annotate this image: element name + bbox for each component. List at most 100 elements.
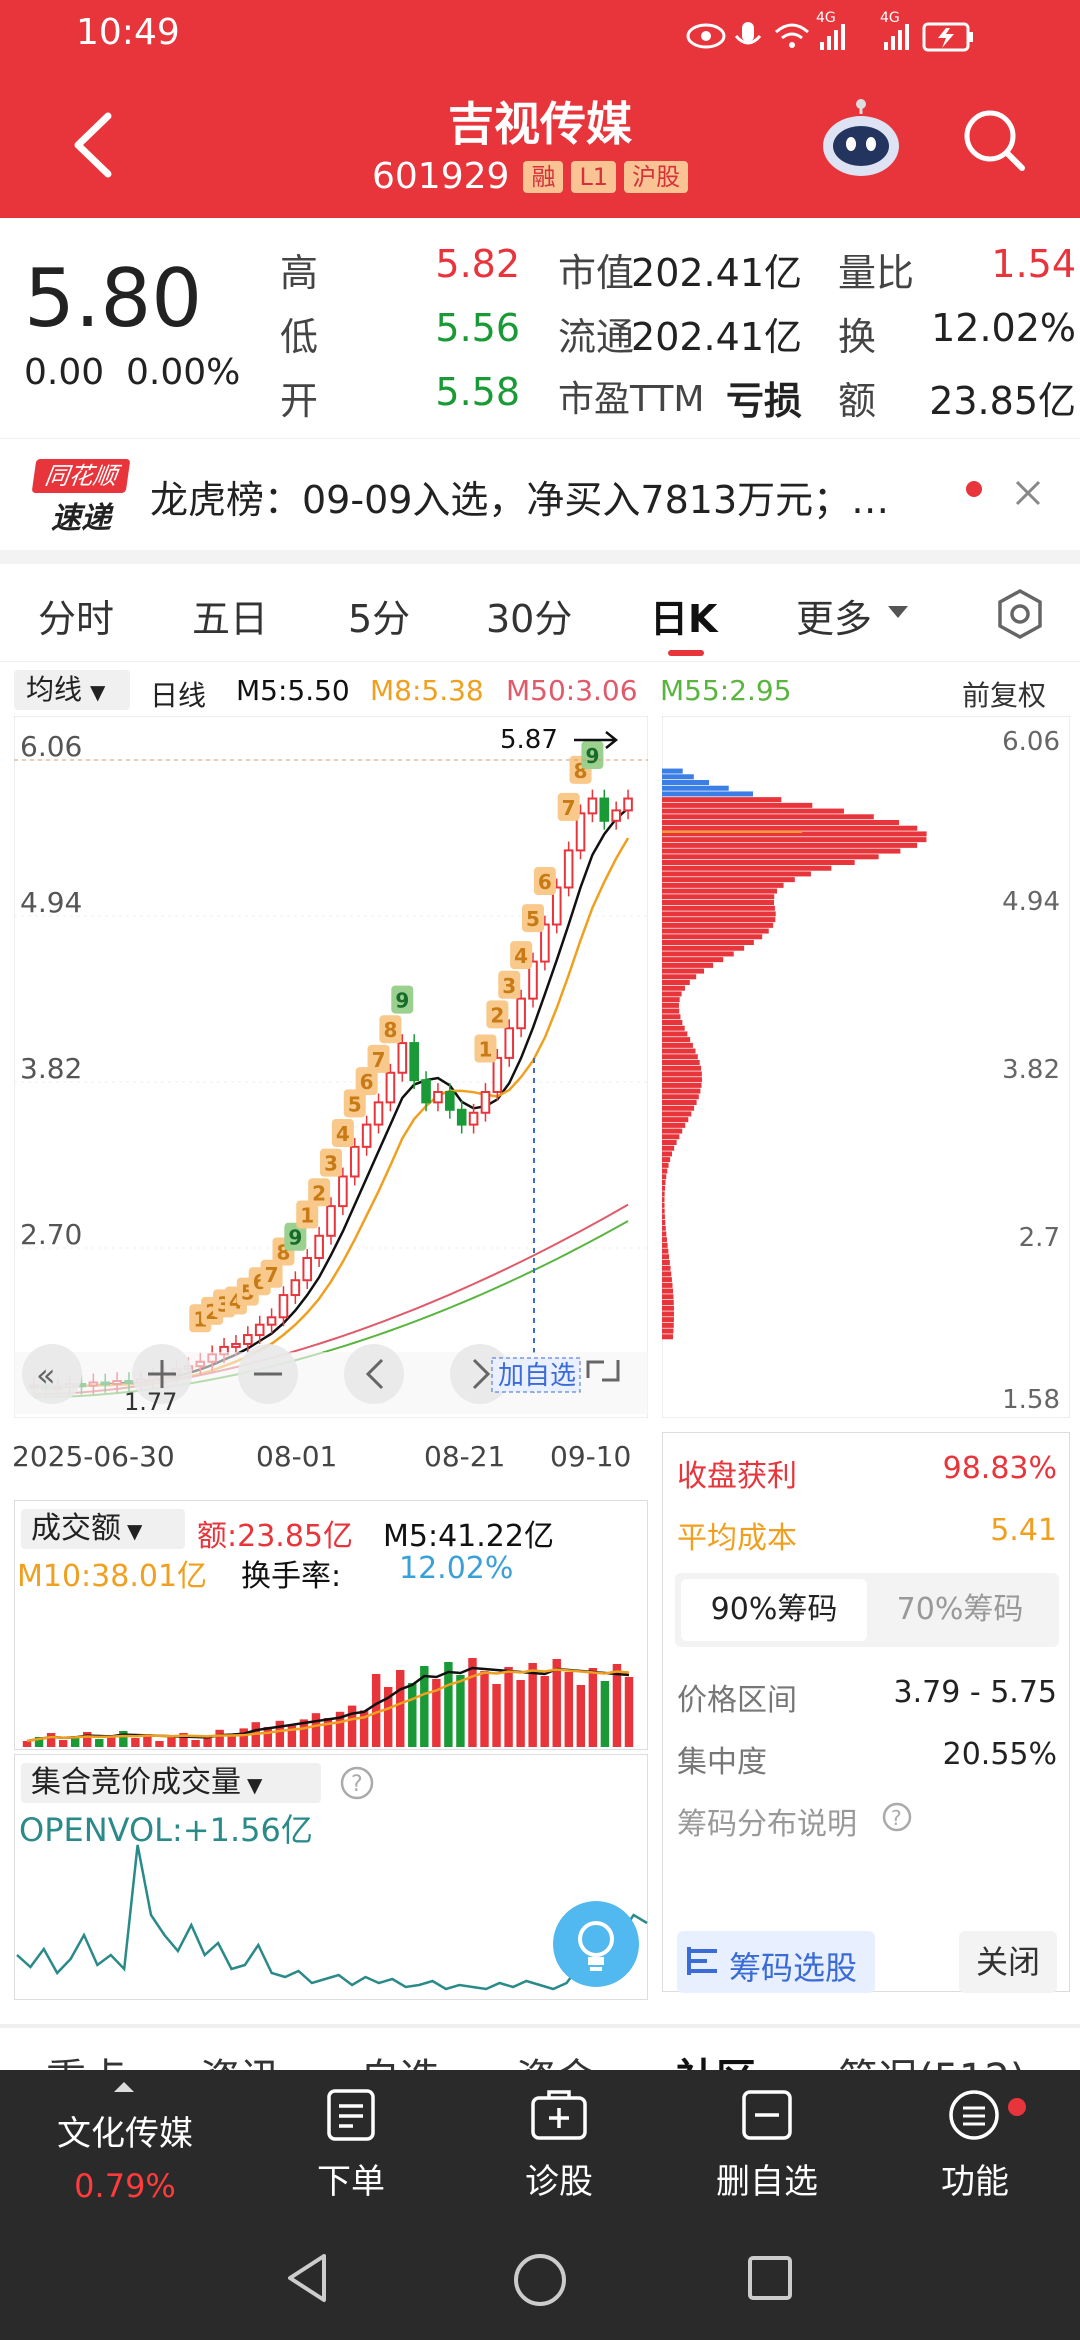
- chip-distribution-chart[interactable]: 6.06 4.94 3.82 2.7 1.58: [662, 716, 1070, 1418]
- diagnose-button[interactable]: 诊股: [484, 2088, 634, 2203]
- low-marker-label: 1.77: [124, 1388, 177, 1416]
- robot-assistant-icon[interactable]: [820, 98, 902, 180]
- system-recents-icon[interactable]: [746, 2254, 794, 2302]
- mktcap-value: 202.41亿: [631, 251, 802, 295]
- list-icon: [687, 1947, 717, 1975]
- concentration-label: 集中度: [677, 1745, 767, 1780]
- chevron-right-icon: [472, 1358, 491, 1390]
- volume-selector-label: 成交额: [31, 1511, 121, 1546]
- td-mark: 7: [367, 1044, 390, 1073]
- status-icons: [686, 22, 973, 52]
- back-icon[interactable]: [70, 110, 114, 180]
- help-icon[interactable]: ?: [881, 1801, 913, 1833]
- call-auction-panel: 集合竞价成交量 ▼ ? OPENVOL:+1.56亿: [14, 1754, 648, 2000]
- openvol-value: OPENVOL:+1.56亿: [19, 1811, 313, 1849]
- stock-header: 吉视传媒 601929 融 L1 沪股: [0, 72, 1080, 218]
- close-button[interactable]: 关闭: [959, 1931, 1057, 1993]
- tab-profile[interactable]: 简况(512): [838, 2046, 1026, 2070]
- ma5-value: M5:5.50: [236, 674, 350, 707]
- svg-text:5: 5: [526, 907, 540, 931]
- tab-watch[interactable]: 自选: [360, 2046, 440, 2070]
- net-label-2: 4G: [880, 10, 900, 26]
- tab-70-chip[interactable]: 70%筹码: [896, 1592, 1024, 1627]
- chip-stock-picker-button[interactable]: 筹码选股: [677, 1931, 875, 1993]
- tab-5min[interactable]: 5分: [348, 597, 411, 641]
- scroll-left-button[interactable]: [344, 1344, 404, 1404]
- tab-community[interactable]: 社区: [676, 2046, 756, 2070]
- logo-top: 同花顺: [31, 459, 131, 493]
- tab-30min[interactable]: 30分: [486, 597, 573, 641]
- sector-name: 文化传媒: [57, 2114, 193, 2154]
- sector-widget[interactable]: 文化传媒 0.79%: [20, 2106, 230, 2205]
- menu-icon: [949, 2090, 999, 2140]
- order-button[interactable]: 下单: [276, 2088, 426, 2203]
- system-back-icon[interactable]: [284, 2252, 332, 2304]
- notification-dot: [1008, 2098, 1026, 2116]
- td-mark: 4: [510, 941, 533, 970]
- volume-selector[interactable]: 成交额 ▼: [21, 1509, 185, 1549]
- system-home-icon[interactable]: [512, 2252, 568, 2308]
- period-tabs: 分时 五日 5分 30分 日K 更多: [0, 564, 1080, 662]
- kchart-y-label-1: 6.06: [20, 730, 82, 763]
- date-axis: 2025-06-30 08-01 08-21 09-10: [0, 1432, 660, 1482]
- td-mark: 1: [474, 1034, 497, 1063]
- auction-selector[interactable]: 集合竞价成交量 ▼: [21, 1763, 321, 1803]
- tab-more[interactable]: 更多: [796, 597, 873, 641]
- td-mark: 3: [498, 970, 521, 999]
- settings-hexagon-icon[interactable]: [994, 588, 1046, 640]
- add-watch-button[interactable]: [491, 1357, 581, 1393]
- chip-y-label-4: 2.7: [1019, 1223, 1060, 1253]
- status-bar: 10:49 4G 4G: [0, 0, 1080, 72]
- net-label-1: 4G: [816, 10, 836, 26]
- remove-watch-icon: [742, 2090, 792, 2140]
- volume-ratio-label: 量比: [838, 251, 915, 295]
- tab-fund[interactable]: 资金: [516, 2046, 596, 2070]
- sector-change: 0.79%: [74, 2167, 176, 2205]
- tab-daily-k[interactable]: 日K: [650, 597, 718, 641]
- active-tab-indicator: [668, 650, 704, 656]
- svg-text:?: ?: [351, 1772, 363, 1797]
- chip-explain-link[interactable]: 筹码分布说明: [677, 1807, 857, 1842]
- svg-text:7: 7: [372, 1048, 386, 1072]
- kline-period: 日线: [150, 679, 207, 712]
- dropdown-icon: ▼: [127, 1519, 143, 1543]
- float-label: 流通: [558, 315, 635, 359]
- date-label-1: 2025-06-30: [12, 1440, 175, 1473]
- high-value: 5.82: [435, 242, 520, 286]
- open-value: 5.58: [435, 370, 520, 414]
- pe-label: 市盈TTM: [558, 379, 705, 420]
- tab-five-day[interactable]: 五日: [192, 597, 269, 641]
- function-button[interactable]: 功能: [900, 2088, 1050, 2203]
- price-change-pct: 0.00%: [126, 352, 241, 393]
- price-change: 0.00: [24, 352, 105, 393]
- close-icon[interactable]: [1014, 479, 1042, 507]
- auction-volume-line: [16, 1844, 648, 1991]
- open-label: 开: [280, 379, 319, 423]
- tab-intraday[interactable]: 分时: [38, 597, 115, 641]
- news-text[interactable]: 龙虎榜：09-09入选，净买入7813万元；…: [150, 478, 890, 522]
- fast-back-button[interactable]: [22, 1344, 82, 1404]
- double-chevron-left-icon: «: [36, 1356, 56, 1394]
- tab-news[interactable]: 资讯: [200, 2046, 280, 2070]
- td-mark: 6: [355, 1067, 378, 1096]
- volume-ratio-value: 1.54: [991, 242, 1076, 286]
- help-icon[interactable]: ?: [339, 1765, 375, 1801]
- tab-key[interactable]: 重点: [46, 2046, 126, 2070]
- chip-y-label-2: 4.94: [1002, 887, 1060, 917]
- td-mark: 3: [320, 1148, 342, 1177]
- kchart-frame: [14, 716, 648, 1418]
- adjust-mode[interactable]: 前复权: [962, 679, 1047, 712]
- remove-watch-button[interactable]: 删自选: [692, 2088, 842, 2203]
- ma50-value: M50:3.06: [506, 674, 638, 707]
- chevron-down-icon: [888, 606, 908, 618]
- fullscreen-icon[interactable]: [586, 1360, 620, 1382]
- td-mark: 2: [486, 1000, 509, 1029]
- chart-overlay-controls: « 加自选 1.77: [14, 1344, 648, 1416]
- ma-selector[interactable]: 均线 ▼: [14, 670, 130, 710]
- search-icon[interactable]: [962, 108, 1028, 174]
- high-label: 高: [280, 251, 319, 295]
- idea-button[interactable]: [553, 1901, 639, 1987]
- news-ticker[interactable]: 同花顺 速递 龙虎榜：09-09入选，净买入7813万元；…: [0, 438, 1080, 550]
- tab-90-chip[interactable]: 90%筹码: [681, 1579, 867, 1641]
